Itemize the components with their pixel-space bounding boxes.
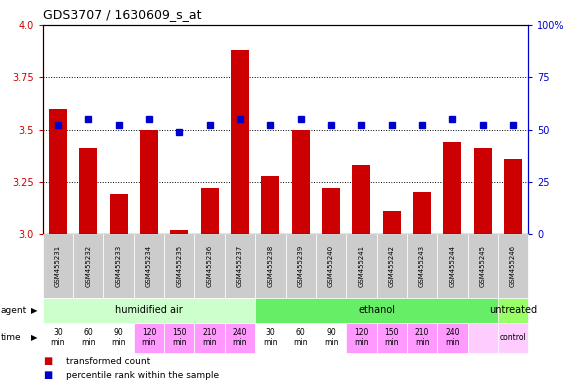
Text: GSM455234: GSM455234 [146, 245, 152, 287]
Bar [383, 211, 401, 234]
Text: GSM455241: GSM455241 [359, 245, 364, 287]
Bar [262, 175, 279, 234]
Text: GSM455233: GSM455233 [116, 245, 122, 287]
Text: humidified air: humidified air [115, 305, 183, 315]
Text: GSM455231: GSM455231 [55, 245, 61, 287]
Text: GSM455242: GSM455242 [389, 245, 395, 287]
Bar [468, 323, 498, 353]
Text: GSM455240: GSM455240 [328, 245, 334, 287]
Text: GSM455236: GSM455236 [207, 245, 212, 287]
Text: 60
min: 60 min [81, 328, 95, 347]
Bar [164, 323, 195, 353]
Bar [73, 323, 103, 353]
Bar [443, 142, 461, 234]
Bar [346, 234, 376, 298]
Bar [316, 234, 346, 298]
Text: GDS3707 / 1630609_s_at: GDS3707 / 1630609_s_at [43, 8, 202, 21]
Text: 90
min: 90 min [324, 328, 338, 347]
Bar [407, 234, 437, 298]
Bar [286, 234, 316, 298]
Bar [43, 323, 73, 353]
Bar [225, 323, 255, 353]
Bar [292, 130, 310, 234]
Bar [103, 323, 134, 353]
Text: control: control [500, 333, 526, 342]
Text: GSM455235: GSM455235 [176, 245, 182, 287]
Bar [468, 234, 498, 298]
Bar [73, 234, 103, 298]
Text: 60
min: 60 min [293, 328, 308, 347]
Text: 30
min: 30 min [263, 328, 278, 347]
Bar [316, 323, 346, 353]
Bar [413, 192, 431, 234]
Bar [437, 323, 468, 353]
Text: agent: agent [1, 306, 27, 314]
Text: percentile rank within the sample: percentile rank within the sample [66, 371, 219, 380]
Text: ■: ■ [43, 370, 52, 380]
Text: ▶: ▶ [31, 333, 38, 342]
Bar [498, 323, 528, 353]
Text: 150
min: 150 min [384, 328, 399, 347]
Text: ▶: ▶ [31, 306, 38, 314]
Text: GSM455232: GSM455232 [85, 245, 91, 287]
Bar [255, 323, 286, 353]
Bar [498, 234, 528, 298]
Text: 120
min: 120 min [354, 328, 369, 347]
Text: GSM455239: GSM455239 [297, 245, 304, 287]
Text: GSM455237: GSM455237 [237, 245, 243, 287]
Bar [134, 234, 164, 298]
Bar [170, 230, 188, 234]
Text: untreated: untreated [489, 305, 537, 315]
Bar [225, 234, 255, 298]
Bar [322, 188, 340, 234]
Bar [346, 323, 376, 353]
Bar [376, 234, 407, 298]
Text: time: time [1, 333, 21, 342]
Bar [231, 50, 249, 234]
Bar [498, 298, 528, 323]
Text: GSM455245: GSM455245 [480, 245, 486, 287]
Bar [255, 298, 498, 323]
Bar [43, 298, 255, 323]
Text: GSM455244: GSM455244 [449, 245, 455, 287]
Bar [103, 234, 134, 298]
Bar [164, 234, 195, 298]
Bar [352, 165, 371, 234]
Bar [255, 234, 286, 298]
Text: GSM455238: GSM455238 [267, 245, 274, 287]
Text: 210
min: 210 min [415, 328, 429, 347]
Text: ethanol: ethanol [358, 305, 395, 315]
Text: 90
min: 90 min [111, 328, 126, 347]
Bar [49, 109, 67, 234]
Bar [134, 323, 164, 353]
Bar [286, 323, 316, 353]
Bar [437, 234, 468, 298]
Text: GSM455243: GSM455243 [419, 245, 425, 287]
Bar [79, 149, 98, 234]
Text: 30
min: 30 min [51, 328, 65, 347]
Text: 240
min: 240 min [233, 328, 247, 347]
Text: 150
min: 150 min [172, 328, 187, 347]
Bar [504, 159, 522, 234]
Text: ■: ■ [43, 356, 52, 366]
Bar [195, 323, 225, 353]
Bar [473, 149, 492, 234]
Bar [200, 188, 219, 234]
Text: 210
min: 210 min [202, 328, 217, 347]
Bar [407, 323, 437, 353]
Bar [140, 130, 158, 234]
Text: 240
min: 240 min [445, 328, 460, 347]
Text: transformed count: transformed count [66, 357, 150, 366]
Bar [376, 323, 407, 353]
Bar [110, 194, 128, 234]
Bar [195, 234, 225, 298]
Bar [43, 234, 73, 298]
Text: 120
min: 120 min [142, 328, 156, 347]
Text: GSM455246: GSM455246 [510, 245, 516, 287]
